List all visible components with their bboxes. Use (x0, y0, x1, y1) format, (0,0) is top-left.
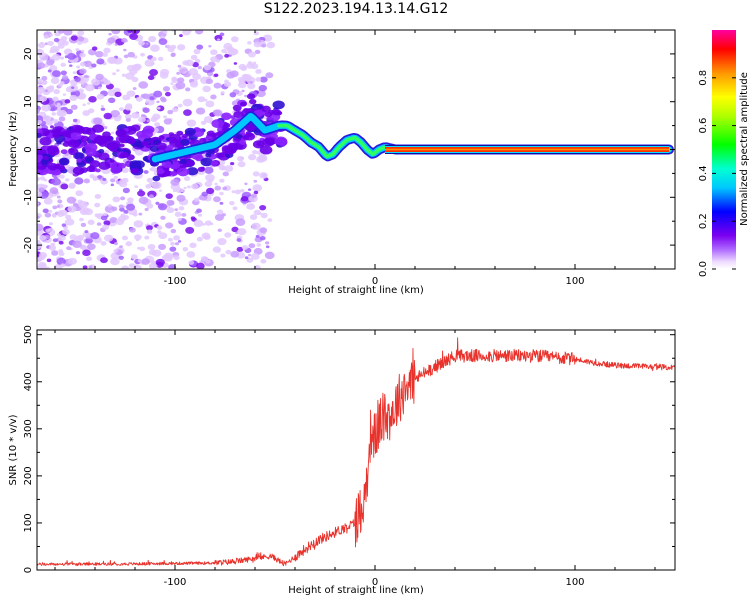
noise-blobs (37, 30, 289, 269)
bottom-ytick-label: 300 (23, 419, 34, 438)
snr-series-line (37, 337, 675, 567)
bottom-ytick-label: 100 (23, 513, 34, 532)
bottom-ytick-label: 0 (23, 567, 34, 573)
top-xtick-label: 0 (372, 276, 378, 287)
bottom-xlabel: Height of straight line (km) (288, 585, 424, 596)
snr-panel: -100 0 100 0 100 200 300 400 500 Height of strai… (8, 325, 676, 596)
colorbar-tick-label: 0.2 (698, 213, 709, 229)
top-ylabel: Frequency (Hz) (8, 111, 19, 187)
colorbar-tick-label: 0.6 (698, 118, 709, 134)
bottom-xtick-label: -100 (164, 577, 187, 588)
bottom-ytick-label: 500 (23, 325, 34, 344)
top-ytick-label: 0 (23, 146, 34, 152)
bottom-ylabel: SNR (10 * v/v) (8, 414, 19, 485)
bottom-xtick-label: 100 (565, 577, 584, 588)
colorbar-tick-label: 0.4 (698, 165, 709, 181)
top-ytick-label: -20 (23, 237, 34, 253)
carrier-core (385, 148, 669, 151)
top-ytick-label: 10 (23, 95, 34, 108)
colorbar-label: Normalized spectral amplitude (739, 72, 750, 226)
top-xtick-label: 100 (565, 276, 584, 287)
colorbar-tick-label: 0.8 (698, 70, 709, 86)
bottom-ytick-label: 400 (23, 372, 34, 391)
top-xtick-label: -100 (164, 276, 187, 287)
colorbar: 0.0 0.2 0.4 0.6 0.8 Normalized spectral ampl… (698, 30, 750, 277)
spectral-ridge (150, 111, 674, 165)
top-xlabel: Height of straight line (km) (288, 285, 424, 296)
bottom-ytick-label: 200 (23, 466, 34, 485)
bottom-xtick-label: 0 (372, 577, 378, 588)
top-ytick-label: -10 (23, 189, 34, 205)
top-ytick-label: 20 (23, 48, 34, 61)
colorbar-tick-label: 0.0 (698, 261, 709, 277)
chart-title: S122.2023.194.13.14.G12 (263, 1, 449, 17)
